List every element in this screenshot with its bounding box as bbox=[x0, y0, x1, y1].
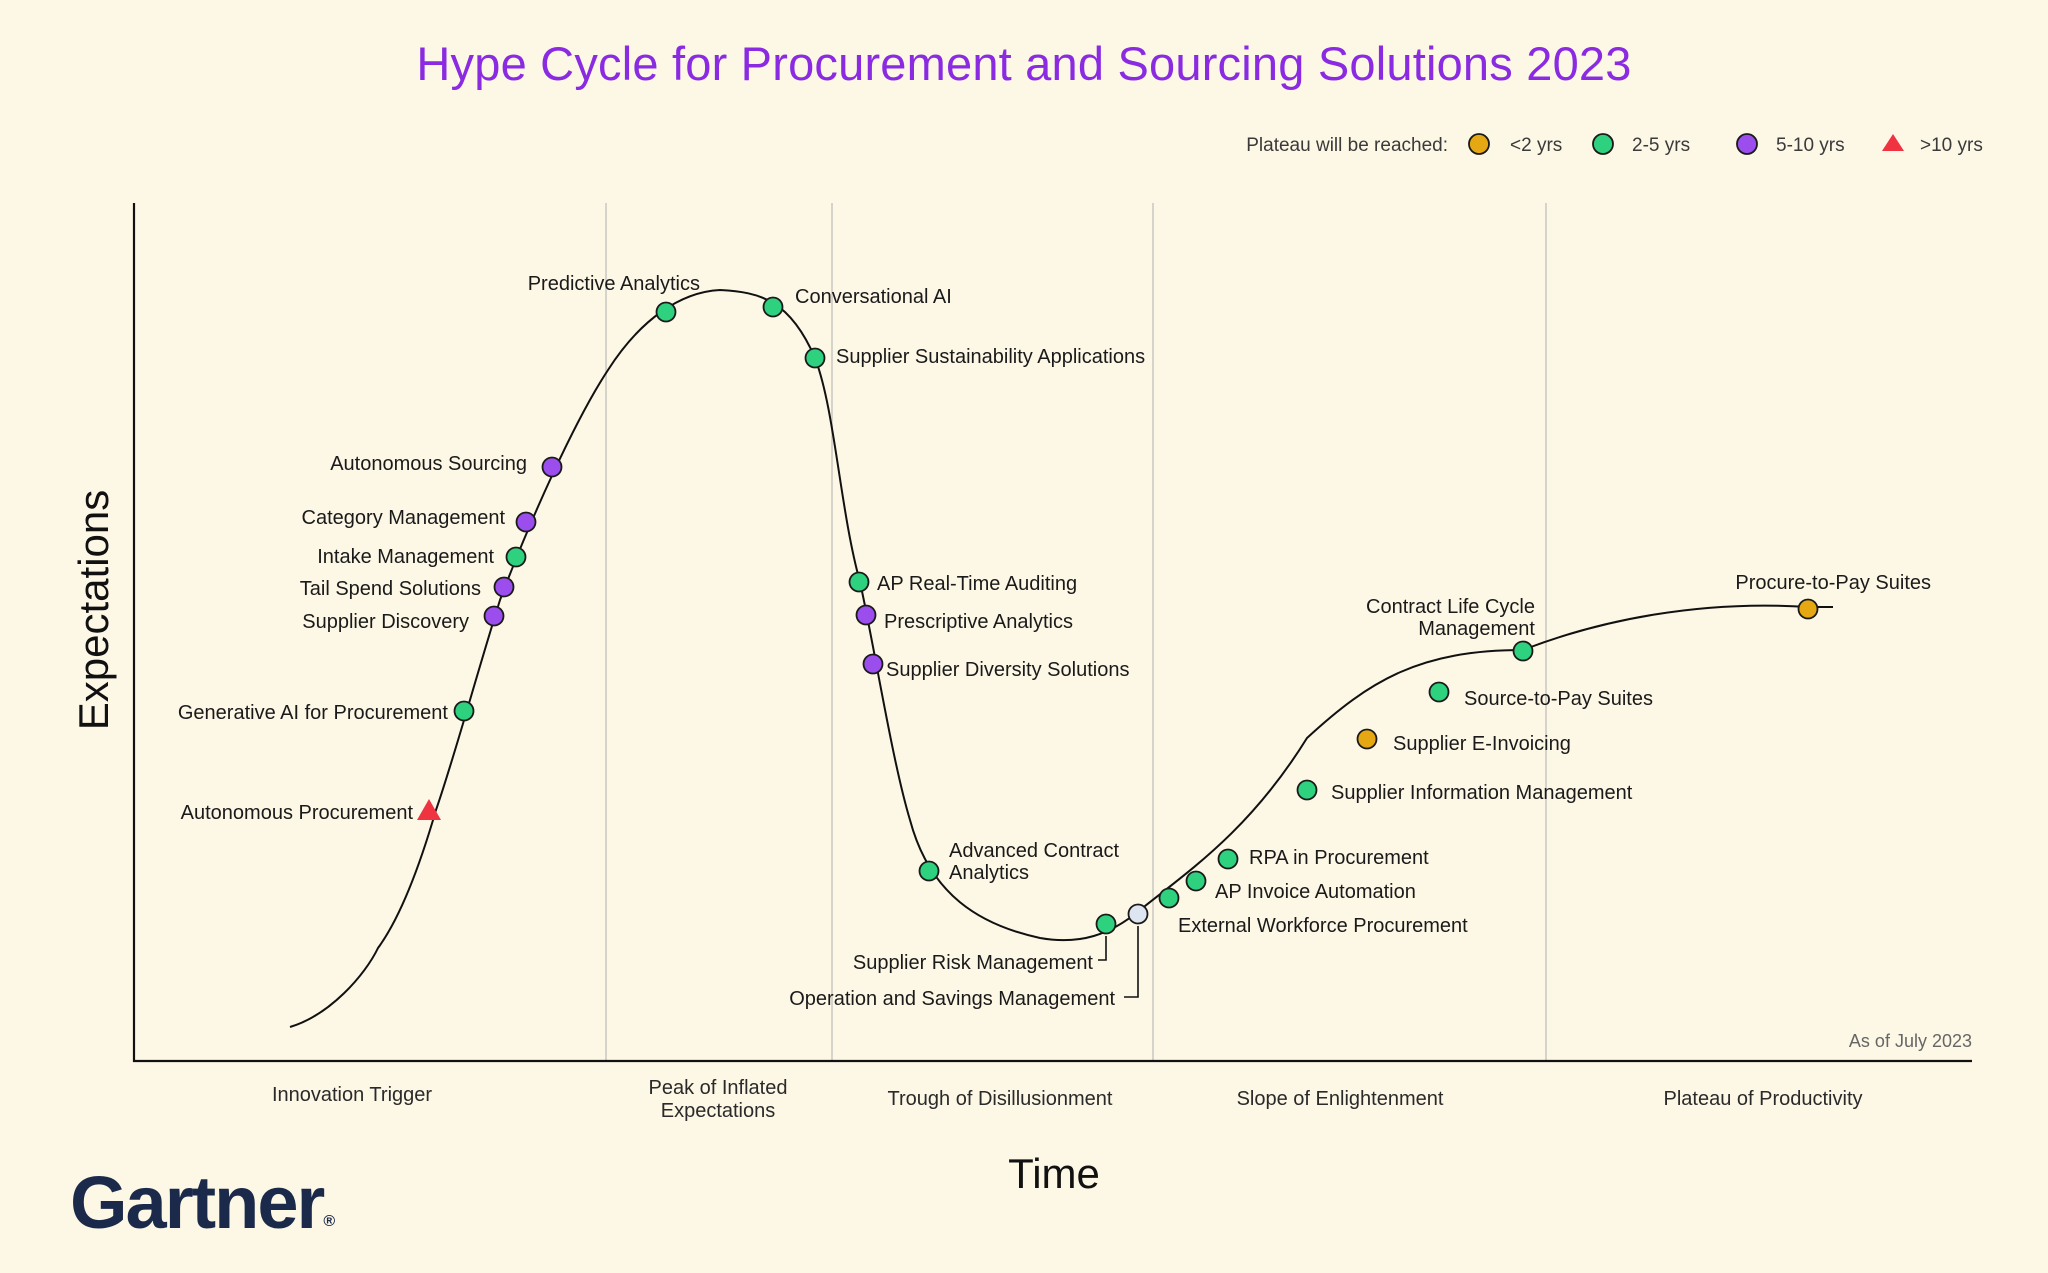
ap-real-time-auditing-label: AP Real-Time Auditing bbox=[877, 573, 1077, 595]
supplier-risk-management-leader-line bbox=[1098, 936, 1107, 961]
intake-management-marker bbox=[505, 546, 527, 568]
legend-circle-icon bbox=[1468, 133, 1490, 155]
chart-title: Hype Cycle for Procurement and Sourcing … bbox=[416, 37, 1632, 90]
external-workforce-procurement-marker bbox=[1158, 887, 1180, 909]
y-axis-title: Expectations bbox=[70, 490, 117, 730]
supplier-sustainability-applications-marker bbox=[804, 347, 826, 369]
x-axis-title: Time bbox=[1008, 1150, 1100, 1197]
conversational-ai-marker bbox=[762, 296, 784, 318]
supplier-diversity-solutions-marker bbox=[862, 653, 884, 675]
predictive-analytics-marker bbox=[655, 301, 677, 323]
phase-label-trough-of-disillusionment: Trough of Disillusionment bbox=[888, 1088, 1113, 1110]
category-management-label: Category Management bbox=[302, 507, 506, 529]
autonomous-sourcing-marker bbox=[541, 456, 563, 478]
legend-label-lt2: <2 yrs bbox=[1510, 135, 1562, 156]
advanced-contract-analytics-label: Advanced Contract bbox=[949, 840, 1120, 862]
legend-circle-icon bbox=[1592, 133, 1614, 155]
ap-invoice-automation-marker bbox=[1185, 870, 1207, 892]
procure-to-pay-suites-label: Procure-to-Pay Suites bbox=[1735, 572, 1931, 594]
hype-curve-line bbox=[289, 288, 1833, 1028]
intake-management-label: Intake Management bbox=[317, 546, 494, 568]
logo-text: Gartner bbox=[70, 1161, 325, 1244]
supplier-information-management-label: Supplier Information Management bbox=[1331, 782, 1633, 804]
supplier-sustainability-applications-label: Supplier Sustainability Applications bbox=[836, 346, 1145, 368]
phase-label-peak-of-inflated-expectations: Peak of Inflated bbox=[649, 1077, 788, 1099]
autonomous-sourcing-label: Autonomous Sourcing bbox=[330, 453, 527, 475]
supplier-risk-management-label: Supplier Risk Management bbox=[853, 952, 1094, 974]
phase-label-plateau-of-productivity: Plateau of Productivity bbox=[1664, 1088, 1863, 1110]
logo-registered-mark: ® bbox=[323, 1213, 336, 1230]
supplier-diversity-solutions-label: Supplier Diversity Solutions bbox=[886, 659, 1129, 681]
as-of-date: As of July 2023 bbox=[1849, 1031, 1972, 1051]
advanced-contract-analytics-marker bbox=[918, 860, 940, 882]
legend-prefix: Plateau will be reached: bbox=[1246, 135, 1448, 156]
supplier-risk-management-marker bbox=[1095, 913, 1117, 935]
tail-spend-solutions-label: Tail Spend Solutions bbox=[300, 578, 481, 600]
autonomous-procurement-label: Autonomous Procurement bbox=[181, 802, 414, 824]
gartner-logo: Gartner® bbox=[70, 1160, 335, 1245]
contract-life-cycle-management-label: Management bbox=[1418, 618, 1535, 640]
prescriptive-analytics-marker bbox=[855, 604, 877, 626]
legend-triangle-icon bbox=[1882, 134, 1904, 151]
phase-label-peak-of-inflated-expectations: Expectations bbox=[661, 1100, 776, 1122]
source-to-pay-suites-label: Source-to-Pay Suites bbox=[1464, 688, 1653, 710]
supplier-e-invoicing-label: Supplier E-Invoicing bbox=[1393, 733, 1571, 755]
phase-label-innovation-trigger: Innovation Trigger bbox=[272, 1084, 432, 1106]
operation-and-savings-management-leader-line bbox=[1124, 926, 1139, 998]
tail-spend-solutions-marker bbox=[493, 576, 515, 598]
contract-life-cycle-management-label: Contract Life Cycle bbox=[1366, 596, 1535, 618]
supplier-information-management-marker bbox=[1296, 779, 1318, 801]
generative-ai-for-procurement-label: Generative AI for Procurement bbox=[178, 702, 449, 724]
predictive-analytics-label: Predictive Analytics bbox=[528, 273, 700, 295]
legend-label-5to10: 5-10 yrs bbox=[1776, 135, 1845, 156]
operation-and-savings-management-marker bbox=[1127, 903, 1149, 925]
rpa-in-procurement-label: RPA in Procurement bbox=[1249, 847, 1429, 869]
prescriptive-analytics-label: Prescriptive Analytics bbox=[884, 611, 1073, 633]
procure-to-pay-suites-marker bbox=[1797, 598, 1819, 620]
phase-label-slope-of-enlightenment: Slope of Enlightenment bbox=[1237, 1088, 1444, 1110]
conversational-ai-label: Conversational AI bbox=[795, 286, 952, 308]
external-workforce-procurement-label: External Workforce Procurement bbox=[1178, 915, 1468, 937]
legend-label-gt10: >10 yrs bbox=[1920, 135, 1983, 156]
contract-life-cycle-management-marker bbox=[1512, 640, 1534, 662]
ap-real-time-auditing-marker bbox=[848, 571, 870, 593]
category-management-marker bbox=[515, 511, 537, 533]
supplier-discovery-marker bbox=[483, 605, 505, 627]
legend-label-2to5: 2-5 yrs bbox=[1632, 135, 1690, 156]
operation-and-savings-management-label: Operation and Savings Management bbox=[789, 988, 1115, 1010]
rpa-in-procurement-marker bbox=[1217, 848, 1239, 870]
source-to-pay-suites-marker bbox=[1428, 681, 1450, 703]
advanced-contract-analytics-label: Analytics bbox=[949, 862, 1029, 884]
ap-invoice-automation-label: AP Invoice Automation bbox=[1215, 881, 1416, 903]
supplier-e-invoicing-marker bbox=[1356, 728, 1378, 750]
autonomous-procurement-marker bbox=[417, 799, 441, 820]
generative-ai-for-procurement-marker bbox=[453, 700, 475, 722]
legend-circle-icon bbox=[1736, 133, 1758, 155]
supplier-discovery-label: Supplier Discovery bbox=[302, 611, 469, 633]
